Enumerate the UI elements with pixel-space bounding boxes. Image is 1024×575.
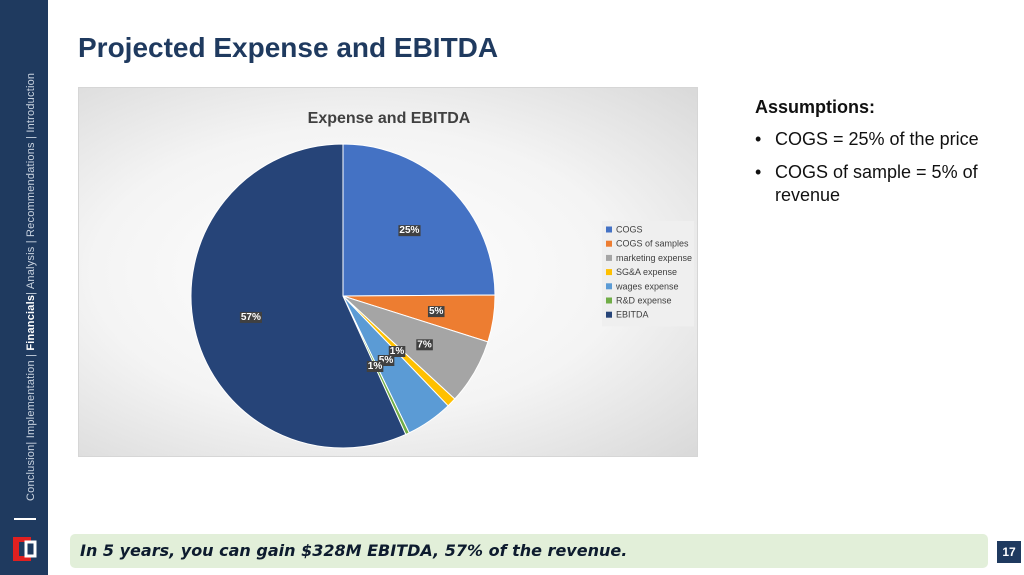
page-title: Projected Expense and EBITDA [78,32,499,63]
pie-slice [342,143,496,297]
legend-label: marketing expense [616,253,692,263]
data-label-box [398,225,421,237]
nav-item-implementation[interactable]: Implementation [25,360,37,439]
list-item: • COGS = 25% of the price [755,128,985,151]
takeaway-banner: In 5 years, you can gain $328M EBITDA, 5… [70,534,988,568]
section-nav: Conclusion| Implementation | Financials|… [25,72,37,501]
legend-label: COGS [616,225,643,235]
nav-item-introduction[interactable]: Introduction [25,72,37,133]
legend-swatch [606,226,612,233]
bullet-icon: • [755,162,762,182]
nav-item-analysis[interactable]: Analysis [25,246,37,290]
nav-item-financials[interactable]: Financials [25,294,37,351]
data-label: 5% [429,306,444,317]
sidebar: Conclusion| Implementation | Financials|… [0,0,48,575]
data-label-box [377,355,395,366]
pie-chart: Expense and EBITDA 25% 5% 7% 1% 5% 1% 57% COGS… [78,87,698,457]
assumption-text: COGS = 25% of the price [775,129,979,149]
legend-label: SG&A expense [616,267,677,277]
sidebar-divider [14,518,36,520]
data-label: 57% [241,312,261,323]
legend-swatch [606,311,612,318]
data-label: 1% [368,361,383,372]
data-label-box [239,311,263,323]
assumptions-panel: Assumptions: • COGS = 25% of the price • C… [755,97,985,217]
legend-swatch [606,283,612,290]
page-number: 17 [997,541,1021,563]
legend-swatch [606,297,612,304]
bullet-icon: • [755,129,762,149]
assumption-text: COGS of sample = 5% of revenue [775,162,978,205]
legend-swatch [606,254,612,261]
assumptions-title: Assumptions: [755,97,876,117]
data-label: 1% [390,346,405,357]
data-label-box [388,346,406,357]
assumptions-list: • COGS = 25% of the price • COGS of sample… [755,128,985,207]
chart-canvas: Expense and EBITDA 25%5%7%1%5%1%57% COGS… [190,110,694,449]
pie-slice [190,143,407,449]
chart-title: Expense and EBITDA [308,110,471,127]
nav-item-recommendations[interactable]: Recommendations [25,142,37,237]
pie-slices [190,143,496,449]
legend-label: wages expense [615,281,679,291]
data-label-box [366,361,384,372]
legend-label: EBITDA [616,310,649,320]
legend-label: R&D expense [616,296,672,306]
data-label: 7% [417,339,432,350]
nav-item-conclusion[interactable]: Conclusion [25,444,37,501]
legend-swatch [606,240,612,247]
chart-legend: COGS COGS of samples marketing expense SG&A… [602,221,694,327]
data-label: 5% [379,355,394,366]
data-label-box [427,306,445,318]
data-labels: 25%5%7%1%5%1%57% [239,225,445,372]
list-item: • COGS of sample = 5% of revenue [755,161,985,207]
legend-background [602,221,694,327]
company-logo-icon [10,533,38,565]
takeaway-text: In 5 years, you can gain $328M EBITDA, 5… [80,541,628,560]
data-label-box [416,339,433,351]
legend-label: COGS of samples [616,239,689,249]
legend-swatch [606,269,612,276]
data-label: 25% [399,225,419,236]
